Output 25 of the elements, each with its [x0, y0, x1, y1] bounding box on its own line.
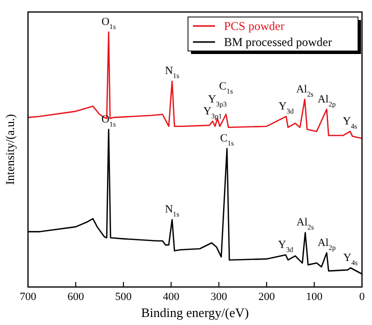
- annotation: Al$_{2p}$: [318, 93, 336, 108]
- annotation: C$_{1s}$: [220, 132, 234, 148]
- x-axis-title: Binding energy/(eV): [141, 305, 249, 320]
- x-tick-label: 0: [359, 291, 366, 303]
- annotation: Al$_{2s}$: [296, 83, 314, 98]
- annotation: Y$_{3d}$: [278, 238, 294, 254]
- annotation: Y$_{4s}$: [343, 252, 358, 267]
- annotation: Al$_{2p}$: [318, 236, 336, 252]
- annotation: N$_{1s}$: [164, 65, 180, 80]
- x-tick-label: 700: [20, 291, 37, 303]
- x-tick-label: 100: [306, 291, 324, 303]
- annotation: Y$_{4s}$: [342, 115, 358, 130]
- legend-label: PCS powder: [224, 19, 284, 33]
- annotation: N$_{1s}$: [164, 204, 180, 219]
- x-tick-label: 200: [258, 291, 276, 303]
- x-tick-label: 500: [115, 291, 132, 303]
- annotation: O$_{1s}$: [101, 16, 116, 31]
- y-axis-title: Intensity/(a.u.): [3, 114, 17, 185]
- x-tick-label: 600: [67, 291, 84, 303]
- legend-label: BM processed powder: [224, 35, 332, 49]
- annotation: Al$_{2s}$: [296, 216, 314, 232]
- x-tick-label: 300: [210, 291, 228, 303]
- annotation: C$_{1s}$: [219, 80, 234, 96]
- annotation: Y$_{3d}$: [278, 100, 294, 116]
- x-tick-label: 400: [162, 291, 180, 303]
